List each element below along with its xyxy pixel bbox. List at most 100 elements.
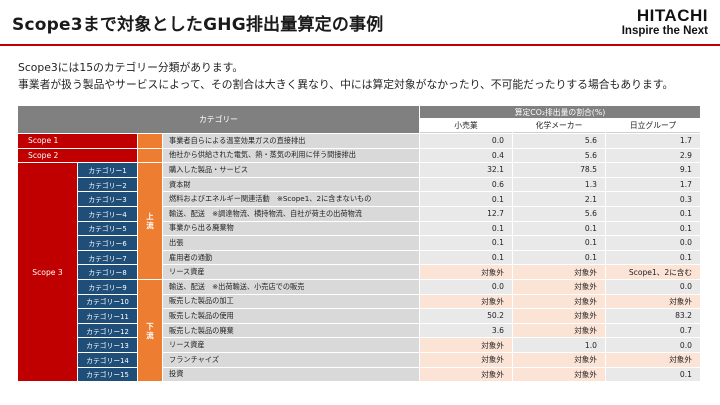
- value-cell: 0.3: [606, 192, 700, 206]
- row-description: 輸送、配送 ※出荷輸送、小売店での販売: [163, 280, 419, 294]
- value-cell: 対象外: [513, 353, 605, 367]
- row-description: 燃料およびエネルギー関連活動 ※Scope1、2に含まないもの: [163, 192, 419, 206]
- value-cell: 対象外: [606, 294, 700, 309]
- scope-label: Scope 2: [18, 148, 137, 163]
- value-cell: 0.1: [420, 236, 512, 250]
- upstream-char: 流: [146, 221, 154, 231]
- value-cell: 0.1: [513, 250, 605, 265]
- category-label: カテゴリー15: [78, 367, 137, 382]
- row-description: 出張: [163, 236, 419, 250]
- intro-line-1: Scope3には15のカテゴリー分類があります。: [18, 61, 244, 74]
- row-description: 販売した製品の加工: [163, 294, 419, 309]
- value-cell: 対象外: [513, 309, 605, 323]
- scope-label: Scope 1: [18, 134, 137, 148]
- category-label: カテゴリー12: [78, 323, 137, 338]
- value-cell: 50.2: [420, 309, 512, 323]
- row-description: 投資: [163, 367, 419, 382]
- value-cell: 0.6: [420, 177, 512, 192]
- value-cell: 1.3: [513, 177, 605, 192]
- row-description: 雇用者の通勤: [163, 250, 419, 265]
- row-description: 販売した製品の廃棄: [163, 323, 419, 338]
- category-label: カテゴリー13: [78, 338, 137, 352]
- category-label: カテゴリー8: [78, 265, 137, 279]
- value-cell: 0.1: [606, 367, 700, 382]
- logo-wordmark: HITACHI: [636, 6, 708, 25]
- upstream-char: 上: [146, 212, 154, 222]
- row-description: 輸送、配送 ※調達物流、横持物流、自社が荷主の出荷物流: [163, 207, 419, 221]
- category-label: カテゴリー5: [78, 221, 137, 236]
- value-cell: 対象外: [420, 265, 512, 279]
- value-cell: 対象外: [513, 280, 605, 294]
- row-description: リース資産: [163, 338, 419, 352]
- value-cell: 2.9: [606, 148, 700, 163]
- downstream-char: 流: [146, 330, 154, 340]
- row-description: リース資産: [163, 265, 419, 279]
- value-cell: 1.7: [606, 177, 700, 192]
- value-cell: 0.1: [420, 192, 512, 206]
- category-label: カテゴリー11: [78, 309, 137, 323]
- value-cell: 対象外: [513, 294, 605, 309]
- downstream-label: 下流: [138, 280, 162, 382]
- value-cell: 0.0: [606, 236, 700, 250]
- category-label: カテゴリー14: [78, 353, 137, 367]
- scope3-emission-table: カテゴリー 算定CO₂排出量の割合(%) 小売業 化学メーカー 日立グループ Scope …: [18, 106, 700, 388]
- category-label: カテゴリー2: [78, 177, 137, 192]
- value-cell: 1.7: [606, 134, 700, 148]
- value-cell: 対象外: [420, 367, 512, 382]
- row-description: 事業から出る廃棄物: [163, 221, 419, 236]
- value-cell: 対象外: [513, 367, 605, 382]
- value-cell: 対象外: [606, 353, 700, 367]
- value-cell: 0.1: [606, 221, 700, 236]
- downstream-char: 下: [146, 321, 154, 331]
- value-cell: 0.1: [420, 221, 512, 236]
- row-description: 資本財: [163, 177, 419, 192]
- value-cell: 対象外: [420, 353, 512, 367]
- category-label: カテゴリー10: [78, 294, 137, 309]
- category-label: カテゴリー1: [78, 163, 137, 177]
- value-cell: 対象外: [513, 323, 605, 338]
- value-cell: 1.0: [513, 338, 605, 352]
- value-cell: 83.2: [606, 309, 700, 323]
- value-cell: 0.1: [420, 250, 512, 265]
- value-cell: 0.0: [420, 280, 512, 294]
- value-cell: 5.6: [513, 134, 605, 148]
- category-label: カテゴリー3: [78, 192, 137, 206]
- category-label: カテゴリー6: [78, 236, 137, 250]
- upstream-label: 上流: [138, 163, 162, 279]
- header-category: カテゴリー: [18, 106, 419, 133]
- slide-header: Scope3まで対象としたGHG排出量算定の事例 HITACHI Inspire…: [0, 0, 720, 46]
- value-cell: 78.5: [513, 163, 605, 177]
- value-cell: 対象外: [513, 265, 605, 279]
- row-description: 販売した製品の使用: [163, 309, 419, 323]
- page-title: Scope3まで対象としたGHG排出量算定の事例: [12, 15, 384, 35]
- value-cell: 2.1: [513, 192, 605, 206]
- value-cell: Scope1、2に含む: [606, 265, 700, 279]
- logo-tagline: Inspire the Next: [621, 25, 708, 37]
- column-header: 化学メーカー: [513, 119, 605, 133]
- scope-side-marker: [138, 134, 162, 148]
- value-cell: 0.0: [420, 134, 512, 148]
- row-description: フランチャイズ: [163, 353, 419, 367]
- value-cell: 5.6: [513, 148, 605, 163]
- value-cell: 9.1: [606, 163, 700, 177]
- scope-side-marker: [138, 148, 162, 163]
- category-label: カテゴリー9: [78, 280, 137, 294]
- scope3-label: Scope 3: [18, 163, 77, 382]
- value-cell: 32.1: [420, 163, 512, 177]
- intro-text: Scope3には15のカテゴリー分類があります。 事業者が扱う製品やサービスによ…: [18, 59, 673, 93]
- row-description: 事業者自らによる温室効果ガスの直接排出: [163, 134, 419, 148]
- header-divider: [0, 44, 720, 46]
- value-cell: 0.4: [420, 148, 512, 163]
- row-description: 他社から供給された電気、熱・蒸気の利用に伴う間接排出: [163, 148, 419, 163]
- value-cell: 対象外: [420, 294, 512, 309]
- value-cell: 0.1: [513, 221, 605, 236]
- category-label: カテゴリー7: [78, 250, 137, 265]
- value-cell: 0.0: [606, 338, 700, 352]
- value-cell: 12.7: [420, 207, 512, 221]
- column-header: 日立グループ: [606, 119, 700, 133]
- value-cell: 対象外: [420, 338, 512, 352]
- value-cell: 0.1: [606, 207, 700, 221]
- category-label: カテゴリー4: [78, 207, 137, 221]
- value-cell: 3.6: [420, 323, 512, 338]
- column-header: 小売業: [420, 119, 512, 133]
